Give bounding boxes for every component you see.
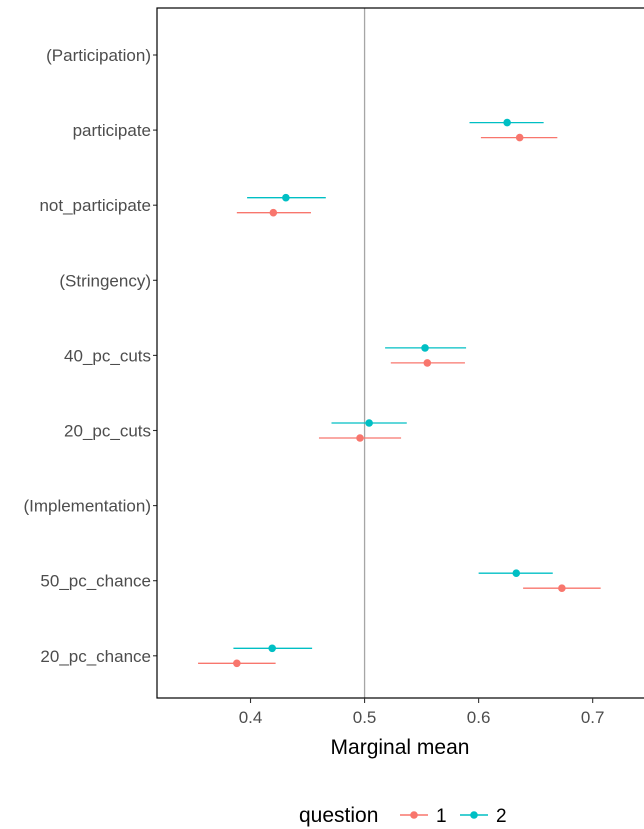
legend-title: question: [299, 804, 378, 827]
data-point: [421, 344, 429, 352]
y-tick-label: participate: [73, 121, 151, 140]
x-axis-title: Marginal mean: [331, 736, 470, 759]
data-point: [233, 659, 241, 668]
legend-label: 1: [436, 806, 447, 827]
y-tick-label: (Stringency): [59, 271, 151, 290]
legend-key-point: [410, 811, 418, 819]
data-point: [282, 193, 290, 202]
x-tick-label: 0.5: [353, 708, 377, 727]
data-point: [365, 419, 373, 427]
data-point: [503, 118, 511, 127]
y-tick-label: not_participate: [39, 196, 151, 215]
data-point: [515, 133, 524, 142]
series-layer: [198, 118, 601, 668]
x-tick-label: 0.7: [581, 708, 605, 727]
y-tick-label: (Participation): [46, 46, 151, 65]
data-point: [512, 569, 521, 577]
y-axis-ticks: (Participation) participate not_participat…: [23, 46, 157, 666]
y-tick-label: 20_pc_cuts: [64, 422, 151, 441]
data-point: [423, 359, 432, 367]
y-tick-label: 40_pc_cuts: [64, 346, 151, 365]
data-point: [558, 584, 566, 592]
y-tick-label: 50_pc_chance: [40, 572, 151, 591]
x-tick-label: 0.4: [239, 708, 263, 727]
x-tick-label: 0.6: [467, 708, 491, 727]
legend-label: 2: [496, 806, 507, 827]
legend-entry: 1: [400, 806, 447, 827]
data-point: [269, 208, 278, 217]
data-point: [356, 434, 364, 442]
legend-entry: 2: [460, 806, 507, 827]
series-2: [233, 118, 553, 653]
x-axis-ticks: 0.4 0.5 0.6 0.7: [239, 698, 605, 727]
series-1: [198, 133, 601, 668]
plot-panel-border: [156, 7, 644, 699]
legend-key-point: [470, 811, 478, 819]
y-tick-label: (Implementation): [23, 497, 151, 516]
data-point: [268, 644, 276, 653]
y-tick-label: 20_pc_chance: [40, 647, 151, 666]
